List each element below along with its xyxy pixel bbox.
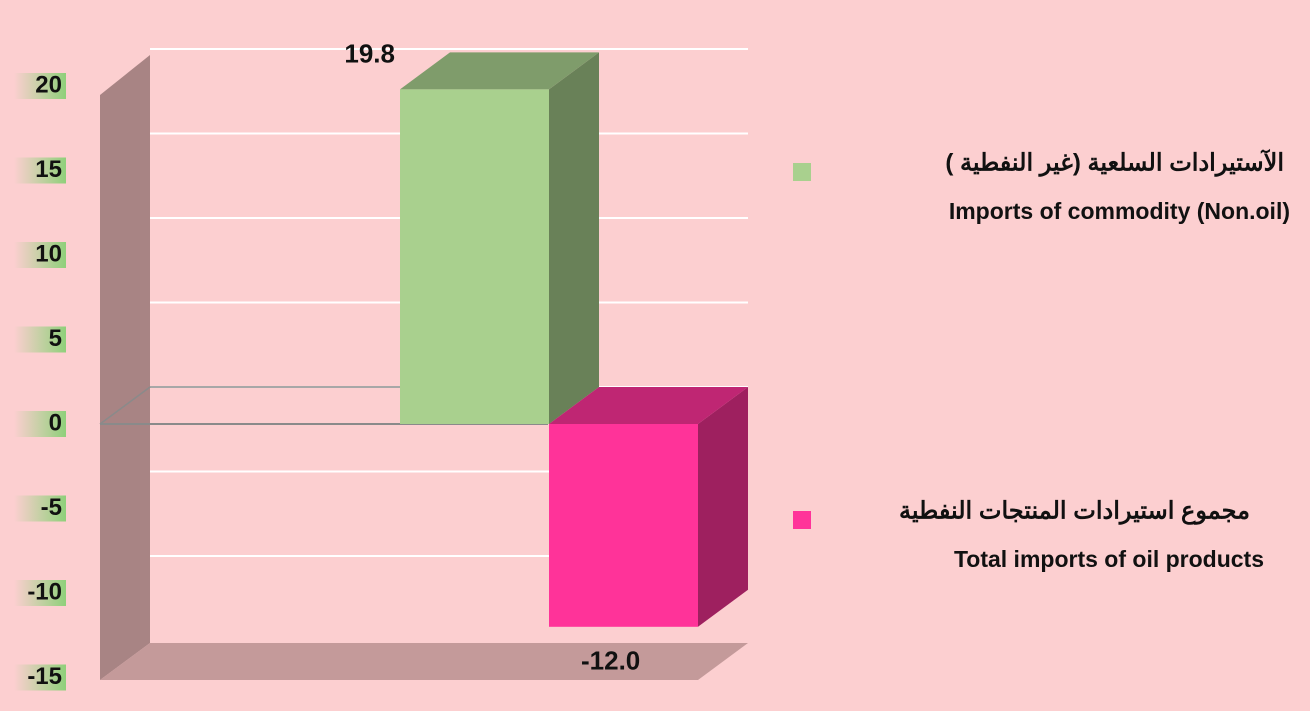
left-wall	[100, 55, 150, 680]
y-tick-label: 5	[49, 325, 62, 352]
bar	[549, 424, 698, 627]
data-label: -12.0	[581, 646, 640, 676]
tick-label-bg	[14, 664, 66, 691]
bar	[400, 89, 549, 424]
bar-side	[549, 52, 599, 424]
zero-line-wall	[99, 386, 151, 425]
tick-label-bg	[14, 157, 66, 184]
data-label: 19.8	[344, 38, 395, 68]
tick-label-bg	[14, 495, 66, 522]
floor	[100, 643, 748, 680]
y-tick-label: -15	[27, 663, 62, 690]
legend-label-ar: مجموع استيرادات المنتجات النفطية	[899, 497, 1250, 525]
tick-label-bg	[14, 326, 66, 353]
legend-label-ar: الآستيرادات السلعية (غير النفطية )	[945, 147, 1284, 177]
y-tick-label: 15	[35, 156, 62, 183]
y-tick-label: 0	[49, 409, 62, 436]
legend-label: Imports of commodity (Non.oil)	[949, 198, 1290, 224]
y-tick-label: -5	[41, 494, 62, 521]
legend-swatch	[793, 511, 811, 529]
legend-label: Total imports of oil products	[954, 546, 1264, 572]
y-tick-label: -10	[27, 578, 62, 605]
y-tick-label: 20	[35, 71, 62, 98]
bar-top	[400, 52, 599, 90]
legend-swatch	[793, 163, 811, 181]
bar-side	[698, 387, 748, 627]
y-tick-label: 10	[35, 240, 62, 267]
tick-label-bg	[14, 411, 66, 437]
tick-label-bg	[14, 73, 66, 99]
tick-label-bg	[14, 580, 66, 606]
bar-top	[549, 387, 748, 424]
tick-label-bg	[14, 242, 66, 268]
